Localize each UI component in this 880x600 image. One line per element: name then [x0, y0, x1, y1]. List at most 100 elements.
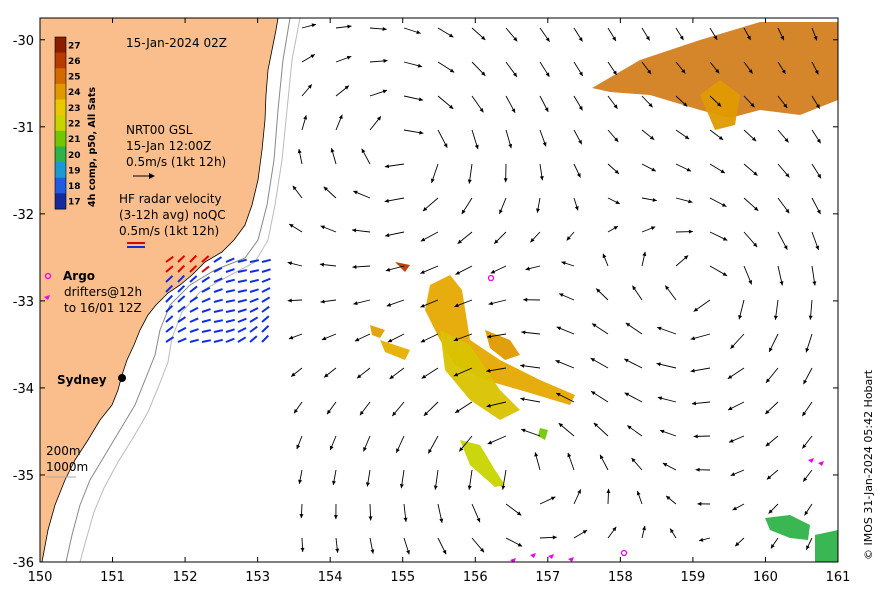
current-vector	[292, 185, 303, 199]
hf-radar-arrow	[261, 296, 271, 303]
hf-radar-arrow	[201, 329, 212, 333]
current-vector	[624, 392, 643, 403]
x-tick-label: 158	[608, 570, 633, 585]
hf-radar-arrow	[189, 317, 199, 323]
hf-radar-arrow	[165, 294, 173, 303]
current-vector	[709, 197, 727, 208]
hf-radar-arrow	[237, 298, 247, 303]
hf-radar-arrow	[225, 278, 235, 283]
current-vector	[804, 503, 813, 516]
hf-radar-arrow	[165, 265, 174, 273]
colorbar-label: 27	[68, 41, 81, 51]
hf-radar-arrow	[165, 325, 174, 333]
current-vector	[486, 333, 507, 339]
current-vector	[732, 503, 745, 511]
sst-colorbar: 27 26 25 24 23 22 21 20 19 18 17	[54, 36, 81, 210]
sydney-marker	[118, 374, 126, 382]
contour-1000m	[79, 18, 301, 562]
current-vector	[641, 95, 653, 108]
current-vector	[467, 469, 473, 490]
current-vector	[607, 163, 620, 175]
current-vector	[641, 129, 655, 141]
hf-radar-arrow	[201, 339, 212, 343]
drifter-marker	[548, 554, 554, 559]
current-vector	[607, 95, 618, 110]
current-vector	[607, 225, 619, 233]
current-vector	[811, 265, 817, 286]
sst-patch	[460, 440, 505, 487]
current-vector	[607, 197, 621, 205]
hf-radar-arrow	[237, 327, 247, 333]
current-vector	[351, 228, 371, 233]
current-vector	[675, 229, 693, 234]
current-vector	[471, 95, 484, 113]
hf-radar-arrow	[249, 297, 259, 303]
current-vector	[363, 435, 371, 452]
current-vector	[487, 435, 507, 445]
colorbar-segment	[55, 146, 66, 163]
current-vector	[521, 330, 541, 335]
colorbar-label: 24	[68, 88, 81, 98]
current-vector	[743, 27, 752, 41]
y-tick-label: -33	[13, 295, 34, 310]
colorbar-label: 17	[68, 198, 81, 208]
hf-radar-arrow	[249, 288, 259, 293]
current-vector	[573, 197, 579, 211]
colorbar-segment	[55, 193, 66, 210]
colorbar-segment	[55, 115, 66, 132]
hf-radar-arrow	[213, 338, 223, 343]
current-vector	[693, 299, 711, 312]
hf-radar-arrow	[237, 269, 248, 273]
hf-radar-arrow	[225, 309, 236, 313]
drifter-marker	[808, 458, 814, 463]
current-vector	[590, 390, 609, 403]
current-vector	[471, 27, 486, 41]
current-vector	[430, 163, 439, 184]
current-vector	[768, 503, 779, 514]
hf-radar-arrow	[177, 284, 186, 293]
current-vector	[486, 367, 507, 373]
current-vector	[323, 186, 337, 199]
current-vector	[534, 452, 541, 471]
current-vector	[846, 266, 850, 284]
hf-radar-arrow	[213, 329, 224, 333]
current-vector	[525, 265, 541, 271]
current-vector	[743, 129, 757, 142]
sst-patch	[815, 530, 838, 562]
colorbar-segment	[55, 99, 66, 116]
colorbar-segment	[55, 162, 66, 179]
current-vector	[709, 61, 720, 74]
current-vector	[843, 300, 847, 318]
current-vector	[841, 538, 846, 550]
current-vector	[573, 129, 583, 145]
current-vector	[631, 457, 643, 471]
current-vector	[641, 197, 657, 202]
current-vector	[675, 95, 688, 107]
current-vector	[846, 164, 853, 179]
current-vector	[593, 422, 609, 437]
hf-radar-arrow	[225, 268, 235, 273]
hf-radar-arrow	[165, 304, 174, 313]
hf-radar-arrow	[261, 325, 270, 333]
current-vector	[369, 537, 375, 554]
current-vector	[505, 503, 522, 516]
current-vector	[738, 299, 745, 320]
current-vector	[385, 231, 405, 238]
current-vector	[555, 392, 575, 403]
hf-radar-arrow	[201, 318, 211, 323]
current-vector	[839, 470, 846, 483]
x-tick-label: 154	[318, 570, 343, 585]
hf-radar-arrow	[261, 287, 271, 293]
current-vector	[320, 299, 337, 304]
y-axis: -30 -31 -32 -33 -34 -35 -36	[13, 34, 838, 571]
current-vector	[555, 360, 575, 369]
drifter-legend-icon	[44, 295, 50, 300]
current-vector	[743, 61, 753, 74]
current-vector	[453, 333, 473, 342]
current-vector	[471, 537, 485, 553]
current-vector	[369, 116, 382, 131]
current-vector	[743, 95, 755, 108]
current-vector	[607, 129, 619, 143]
hf-radar-arrow	[165, 336, 175, 343]
current-vector	[675, 163, 692, 172]
